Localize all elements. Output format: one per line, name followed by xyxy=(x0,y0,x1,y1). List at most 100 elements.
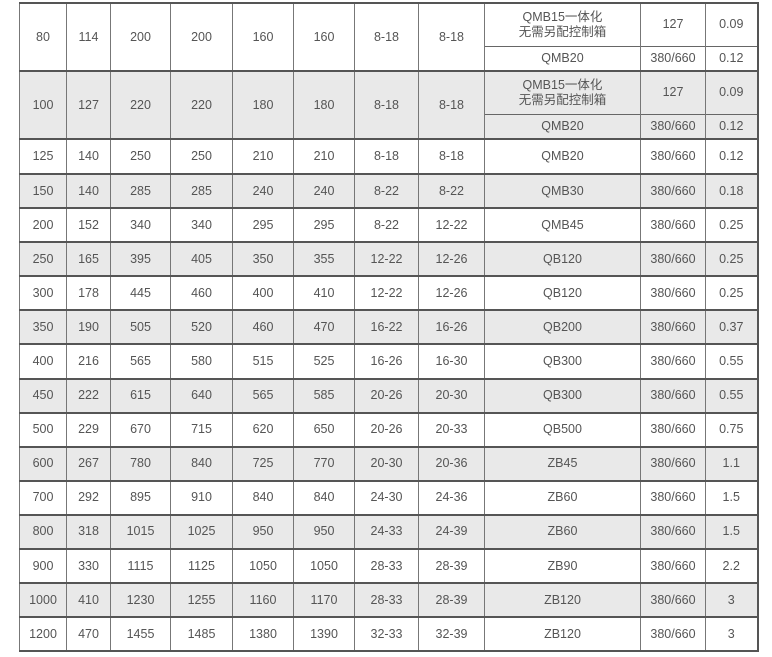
table-cell: 0.55 xyxy=(705,377,758,413)
model-cell: ZB120 xyxy=(484,582,641,618)
table-cell: 715 xyxy=(170,411,233,447)
model-cell: QMB15一体化 无需另配控制箱 xyxy=(484,70,641,114)
table-cell: 165 xyxy=(66,241,111,277)
model-cell: QB300 xyxy=(484,377,641,413)
table-cell: 28-39 xyxy=(418,582,485,618)
table-cell: 460 xyxy=(170,275,233,311)
table-cell: 178 xyxy=(66,275,111,311)
table-row: 450 222 615 640 565 585 20-26 20-30 QB300 380/660… xyxy=(19,377,758,413)
table-cell: 250 xyxy=(170,138,233,174)
table-cell: 1485 xyxy=(170,616,233,653)
table-cell: 295 xyxy=(232,207,294,243)
table-cell: 800 xyxy=(19,513,67,550)
table-cell: 620 xyxy=(232,411,294,447)
table-cell: 114 xyxy=(66,2,111,71)
table-cell: 32-39 xyxy=(418,616,485,653)
table-cell: 950 xyxy=(293,513,355,550)
table-cell: 16-26 xyxy=(354,343,419,379)
table-cell: 127 xyxy=(66,70,111,139)
table-cell: 220 xyxy=(170,70,233,139)
table-cell: 340 xyxy=(170,207,233,243)
table-cell: 380/660 xyxy=(640,411,706,447)
table-cell: 127 xyxy=(640,2,706,46)
table-cell: 1380 xyxy=(232,616,294,653)
table-row: 600 267 780 840 725 770 20-30 20-36 ZB45 380/660 1… xyxy=(19,445,758,481)
table-cell: 210 xyxy=(232,138,294,174)
table-cell: 380/660 xyxy=(640,113,706,139)
table-row: 1000 410 1230 1255 1160 1170 28-33 28-39 ZB120 38… xyxy=(19,582,758,618)
table-cell: 125 xyxy=(19,138,67,174)
table-cell: 525 xyxy=(293,343,355,379)
table-cell: 1050 xyxy=(293,548,355,584)
table-cell: 380/660 xyxy=(640,616,706,653)
table-cell: 222 xyxy=(66,377,111,413)
table-cell: 20-30 xyxy=(418,377,485,413)
table-cell: 318 xyxy=(66,513,111,550)
table-row: 700 292 895 910 840 840 24-30 24-36 ZB60 380/660 1… xyxy=(19,479,758,515)
table-cell: 28-39 xyxy=(418,548,485,584)
model-cell: QB120 xyxy=(484,275,641,311)
table-cell: 2.2 xyxy=(705,548,758,584)
table-cell: 565 xyxy=(110,343,171,379)
table-cell: 565 xyxy=(232,377,294,413)
table-cell: 410 xyxy=(293,275,355,311)
table-row: 350 190 505 520 460 470 16-22 16-26 QB200 380/660… xyxy=(19,309,758,345)
table-cell: 180 xyxy=(293,70,355,139)
table-cell: 200 xyxy=(19,207,67,243)
specification-table: 80 114 200 200 160 160 8-18 8-18 QMB15一体化 无需另配控制… xyxy=(19,2,759,653)
table-cell: 80 xyxy=(19,2,67,71)
model-cell: ZB45 xyxy=(484,445,641,481)
table-cell: 220 xyxy=(110,70,171,139)
table-cell: 1.5 xyxy=(705,479,758,515)
table-cell: 160 xyxy=(232,2,294,71)
table-cell: 267 xyxy=(66,445,111,481)
table-cell: 1000 xyxy=(19,582,67,618)
table-cell: 380/660 xyxy=(640,582,706,618)
table-cell: 28-33 xyxy=(354,548,419,584)
table-cell: 445 xyxy=(110,275,171,311)
table-cell: 292 xyxy=(66,479,111,515)
table-cell: 380/660 xyxy=(640,241,706,277)
table-cell: 580 xyxy=(170,343,233,379)
table-cell: 380/660 xyxy=(640,275,706,311)
table-cell: 285 xyxy=(170,172,233,209)
table-cell: 16-26 xyxy=(418,309,485,345)
table-cell: 470 xyxy=(293,309,355,345)
table-cell: 0.12 xyxy=(705,113,758,139)
table-cell: 1125 xyxy=(170,548,233,584)
table-cell: 140 xyxy=(66,172,111,209)
table-cell: 32-33 xyxy=(354,616,419,653)
model-cell: ZB60 xyxy=(484,479,641,515)
table-cell: 770 xyxy=(293,445,355,481)
table-cell: 1.5 xyxy=(705,513,758,550)
table-row: QMB20 380/660 0.12 xyxy=(20,113,758,139)
table-cell: 780 xyxy=(110,445,171,481)
table-cell: 410 xyxy=(66,582,111,618)
model-cell: ZB60 xyxy=(484,513,641,550)
table-cell: 216 xyxy=(66,343,111,379)
table-cell: 1025 xyxy=(170,513,233,550)
table-cell: 500 xyxy=(19,411,67,447)
table-cell: 140 xyxy=(66,138,111,174)
table-cell: 1160 xyxy=(232,582,294,618)
table-cell: 295 xyxy=(293,207,355,243)
table-cell: 20-30 xyxy=(354,445,419,481)
model-cell: QMB15一体化 无需另配控制箱 xyxy=(484,2,641,46)
table-cell: 380/660 xyxy=(640,377,706,413)
table-cell: 200 xyxy=(170,2,233,71)
table-cell: 8-18 xyxy=(418,70,485,139)
table-cell: 24-39 xyxy=(418,513,485,550)
table-row: 500 229 670 715 620 650 20-26 20-33 QB500 380/660… xyxy=(19,411,758,447)
table-cell: 160 xyxy=(293,2,355,71)
table-cell: 895 xyxy=(110,479,171,515)
table-cell: 285 xyxy=(110,172,171,209)
table-row: 250 165 395 405 350 355 12-22 12-26 QB120 380/660… xyxy=(19,241,758,277)
table-cell: 210 xyxy=(293,138,355,174)
table-cell: 340 xyxy=(110,207,171,243)
table-cell: 20-33 xyxy=(418,411,485,447)
model-cell: QB200 xyxy=(484,309,641,345)
table-cell: 0.37 xyxy=(705,309,758,345)
table-cell: 840 xyxy=(170,445,233,481)
table-cell: 12-22 xyxy=(418,207,485,243)
table-cell: 100 xyxy=(19,70,67,139)
